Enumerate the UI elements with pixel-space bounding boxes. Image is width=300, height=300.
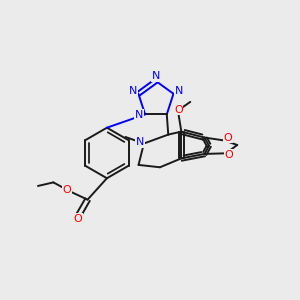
- Text: O: O: [174, 105, 183, 115]
- Text: N: N: [152, 71, 160, 81]
- Text: N: N: [129, 86, 137, 96]
- Text: N: N: [135, 110, 143, 120]
- Text: N: N: [175, 86, 183, 96]
- Text: O: O: [74, 214, 82, 224]
- Text: O: O: [224, 150, 233, 160]
- Text: O: O: [223, 133, 232, 142]
- Text: O: O: [62, 185, 71, 195]
- Text: N: N: [136, 137, 145, 147]
